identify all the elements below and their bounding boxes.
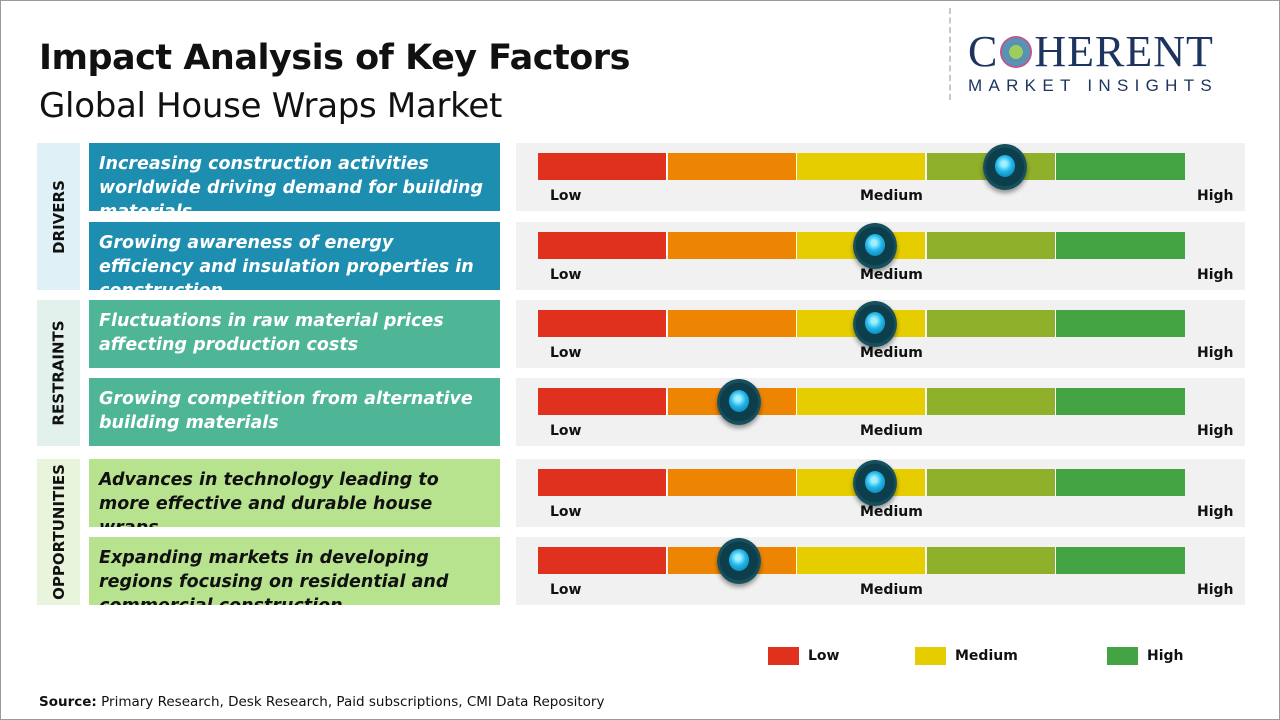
gauge-segment — [667, 310, 797, 337]
impact-knob-icon — [716, 379, 761, 425]
scale-label-high: High — [1197, 345, 1234, 361]
legend-label: Medium — [955, 648, 1018, 664]
scale-label-low: Low — [550, 345, 582, 361]
logo-text-left: C — [968, 27, 999, 76]
gauge-segment — [1056, 232, 1186, 259]
scale-label-low: Low — [550, 504, 582, 520]
factor-text: Growing awareness of energy efficiency a… — [89, 222, 500, 290]
gauge-segment — [667, 232, 797, 259]
gauge-segment — [667, 153, 797, 180]
scale-label-medium: Medium — [860, 188, 923, 204]
impact-knob-icon — [852, 301, 897, 347]
gauge-segment — [926, 547, 1056, 574]
gauge-segment — [1056, 153, 1186, 180]
impact-gauge: Low Medium High — [516, 222, 1245, 290]
scale-label-low: Low — [550, 188, 582, 204]
scale-label-medium: Medium — [860, 423, 923, 439]
logo-subtext: MARKET INSIGHTS — [968, 76, 1219, 95]
category-label: OPPORTUNITIES — [49, 464, 68, 600]
impact-gauge: Low Medium High — [516, 378, 1245, 446]
impact-gauge: Low Medium High — [516, 537, 1245, 605]
scale-label-medium: Medium — [860, 345, 923, 361]
gauge-segment — [538, 153, 667, 180]
factor-text: Advances in technology leading to more e… — [89, 459, 500, 527]
gauge-segment — [1056, 547, 1186, 574]
legend-label: Low — [808, 648, 840, 664]
impact-knob-icon — [982, 144, 1027, 190]
gauge-segment — [926, 310, 1056, 337]
factor-text: Increasing construction activities world… — [89, 143, 500, 211]
divider — [949, 8, 951, 100]
gauge-segment — [926, 388, 1056, 415]
page-title: Impact Analysis of Key Factors — [39, 38, 630, 78]
gauge-segment — [926, 469, 1056, 496]
scale-label-medium: Medium — [860, 504, 923, 520]
impact-gauge: Low Medium High — [516, 143, 1245, 211]
scale-label-high: High — [1197, 423, 1234, 439]
gauge-segment — [538, 547, 667, 574]
scale-label-medium: Medium — [860, 582, 923, 598]
factor-text: Expanding markets in developing regions … — [89, 537, 500, 605]
legend-item: Medium — [915, 647, 1018, 665]
factor-text: Growing competition from alternative bui… — [89, 378, 500, 446]
gauge-segment — [538, 232, 667, 259]
impact-knob-icon — [716, 538, 761, 584]
gauge-segment — [1056, 469, 1186, 496]
gauge-segment — [538, 469, 667, 496]
legend-swatch — [1107, 647, 1138, 665]
gauge-segment — [538, 310, 667, 337]
legend-label: High — [1147, 648, 1184, 664]
scale-label-medium: Medium — [860, 267, 923, 283]
coherent-logo: C HERENT MARKET INSIGHTS — [968, 30, 1260, 96]
page-subtitle: Global House Wraps Market — [39, 86, 503, 126]
legend-swatch — [915, 647, 946, 665]
scale-label-low: Low — [550, 423, 582, 439]
globe-dots-icon — [1000, 36, 1033, 68]
legend-item: High — [1107, 647, 1184, 665]
scale-label-high: High — [1197, 504, 1234, 520]
impact-gauge: Low Medium High — [516, 459, 1245, 527]
category-opportunities: OPPORTUNITIES — [37, 459, 80, 605]
scale-label-high: High — [1197, 267, 1234, 283]
gauge-segment — [926, 232, 1056, 259]
factor-text: Fluctuations in raw material prices affe… — [89, 300, 500, 368]
category-label: DRIVERS — [49, 179, 68, 254]
scale-label-low: Low — [550, 267, 582, 283]
category-label: RESTRAINTS — [49, 320, 68, 426]
gauge-segment — [538, 388, 667, 415]
legend-item: Low — [768, 647, 839, 665]
source-text: Primary Research, Desk Research, Paid su… — [96, 694, 605, 710]
impact-knob-icon — [852, 223, 897, 269]
category-drivers: DRIVERS — [37, 143, 80, 290]
source-note: Source: Primary Research, Desk Research,… — [39, 694, 604, 710]
gauge-segment — [797, 547, 927, 574]
logo-text-right: HERENT — [1034, 27, 1214, 76]
category-restraints: RESTRAINTS — [37, 300, 80, 446]
legend-swatch — [768, 647, 799, 665]
gauge-segment — [797, 388, 927, 415]
gauge-segment — [1056, 310, 1186, 337]
source-label: Source: — [39, 694, 97, 710]
impact-gauge: Low Medium High — [516, 300, 1245, 368]
scale-label-high: High — [1197, 582, 1234, 598]
gauge-segment — [667, 469, 797, 496]
scale-label-high: High — [1197, 188, 1234, 204]
gauge-segment — [1056, 388, 1186, 415]
gauge-segment — [797, 153, 927, 180]
scale-label-low: Low — [550, 582, 582, 598]
impact-knob-icon — [852, 460, 897, 506]
